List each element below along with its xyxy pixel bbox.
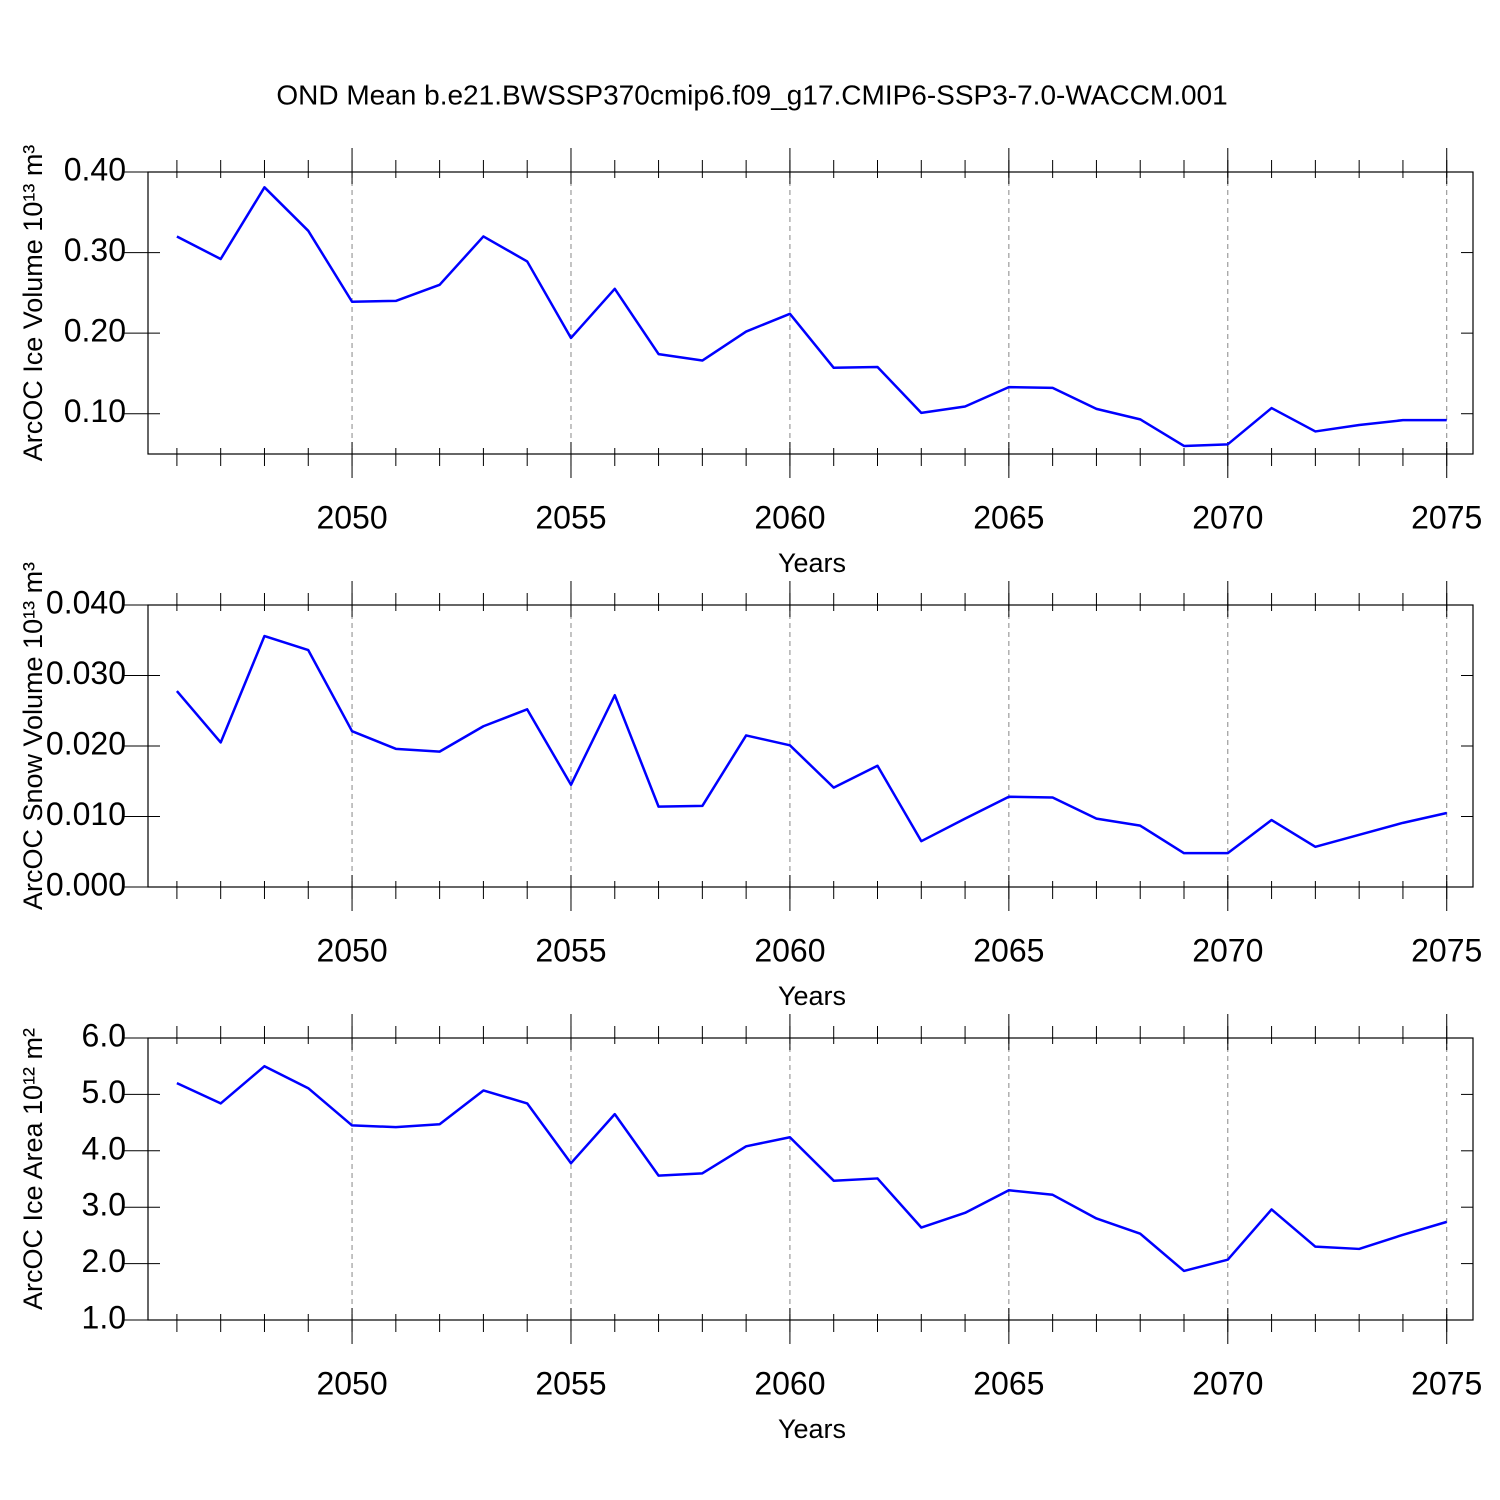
x-tick-label: 2070 [1192,499,1263,535]
x-axis-title: Years [778,1414,846,1444]
y-tick-label: 0.20 [64,313,126,349]
y-tick-label: 0.000 [46,866,126,902]
x-tick-label: 2050 [316,932,387,968]
x-tick-label: 2075 [1411,1365,1482,1401]
data-line [176,186,1447,448]
x-axis-title: Years [778,981,846,1011]
x-tick-label: 2060 [754,1365,825,1401]
y-tick-label: 4.0 [82,1130,126,1166]
x-tick-label: 2075 [1411,932,1482,968]
data-line [176,1064,1448,1273]
x-tick-label: 2050 [316,1365,387,1401]
x-axis-title: Years [778,548,846,578]
x-tick-label: 2070 [1192,1365,1263,1401]
x-tick-label: 2070 [1192,932,1263,968]
x-tick-label: 2055 [535,1365,606,1401]
y-tick-label: 0.030 [46,655,126,691]
y-tick-label: 0.010 [46,796,126,832]
y-tick-label: 0.30 [64,232,126,268]
x-tick-label: 2060 [754,932,825,968]
y-tick-label: 0.020 [46,725,126,761]
y-tick-label: 0.10 [64,393,126,429]
y-tick-label: 2.0 [82,1243,126,1279]
x-tick-label: 2055 [535,932,606,968]
plot-frame [147,171,1474,455]
y-tick-label: 0.040 [46,584,126,620]
x-tick-label: 2075 [1411,499,1482,535]
data-line [175,634,1448,855]
y-axis-title: ArcOC Ice Area 10¹² m² [18,1028,48,1310]
x-tick-label: 2050 [316,499,387,535]
y-tick-label: 0.40 [64,151,126,187]
plot-frame [147,604,1474,888]
x-tick-label: 2055 [535,499,606,535]
y-axis-title: ArcOC Ice Volume 10¹³ m³ [18,145,48,462]
y-tick-label: 3.0 [82,1187,126,1223]
plot-frame [147,1037,1474,1321]
y-axis-title: ArcOC Snow Volume 10¹³ m³ [18,562,48,910]
figure-title: OND Mean b.e21.BWSSP370cmip6.f09_g17.CMI… [276,79,1227,110]
y-tick-label: 1.0 [82,1299,126,1335]
y-tick-label: 6.0 [82,1017,126,1053]
y-tick-label: 5.0 [82,1074,126,1110]
x-tick-label: 2065 [973,499,1044,535]
x-tick-label: 2065 [973,1365,1044,1401]
x-tick-label: 2065 [973,932,1044,968]
x-tick-label: 2060 [754,499,825,535]
